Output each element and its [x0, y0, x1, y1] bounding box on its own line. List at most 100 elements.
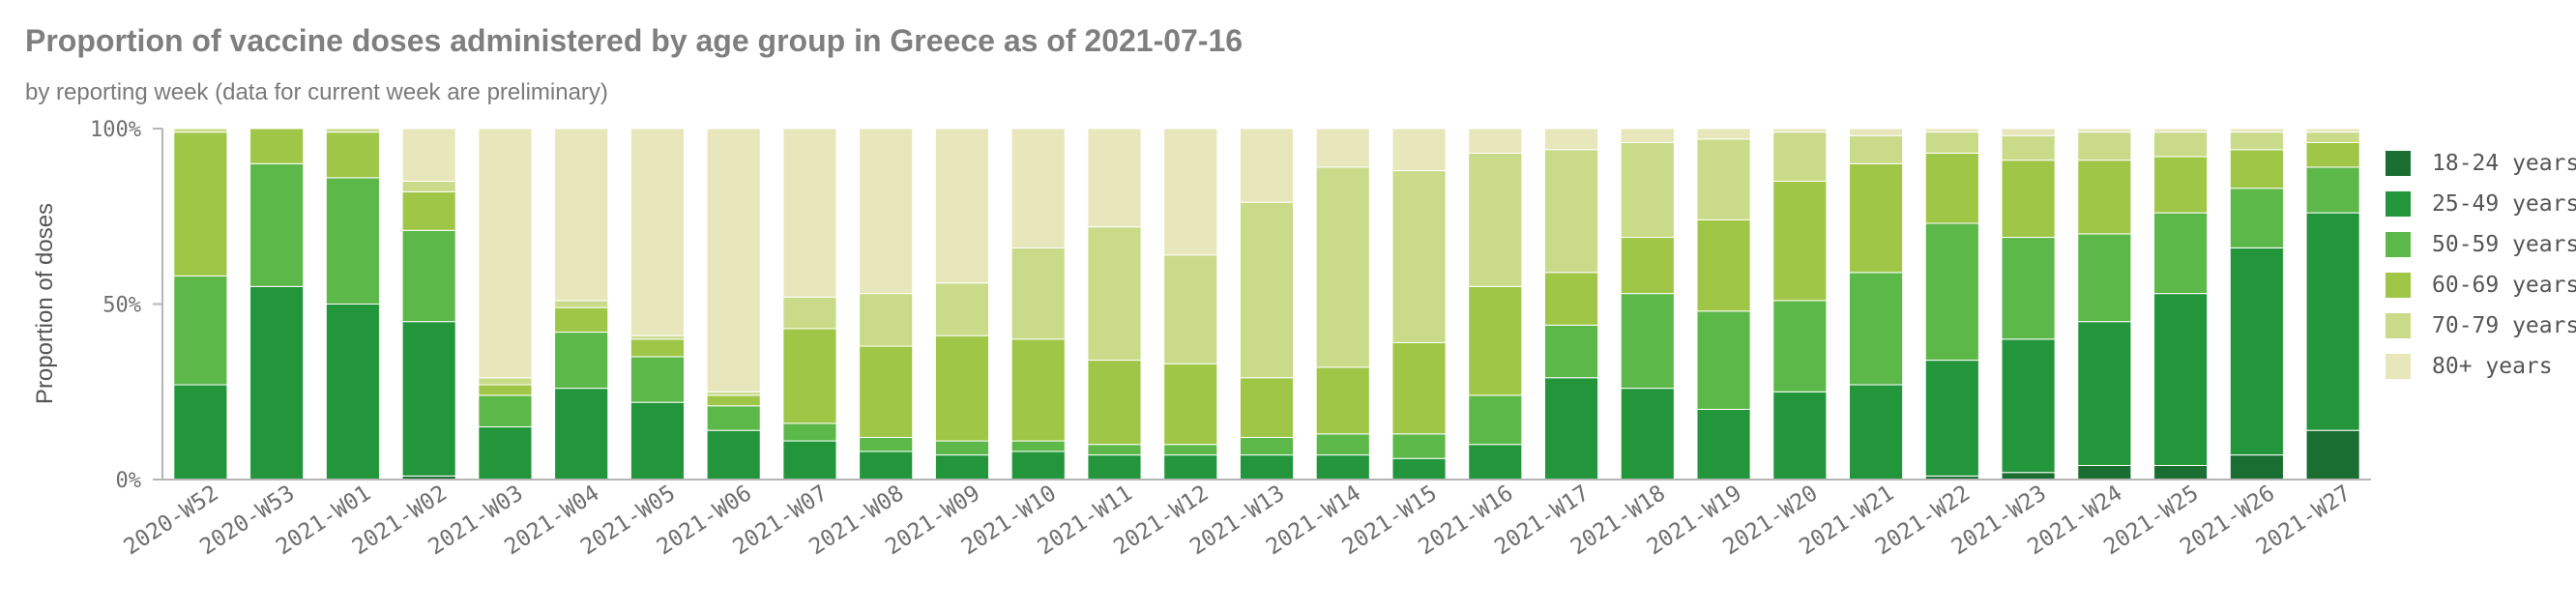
bar-segment-2021-W09-s1[interactable] — [934, 454, 990, 480]
bar-segment-2021-W02-s2[interactable] — [401, 229, 456, 323]
bar-segment-2021-W23-s3[interactable] — [2001, 160, 2056, 239]
bar-segment-2021-W14-s3[interactable] — [1315, 366, 1370, 435]
bar-segment-2021-W22-s4[interactable] — [1924, 131, 1979, 154]
bar-segment-2021-W21-s5[interactable] — [1849, 128, 1904, 136]
bar-segment-2021-W10-s2[interactable] — [1010, 440, 1066, 452]
bar-segment-2021-W11-s5[interactable] — [1087, 128, 1142, 228]
bar-segment-2021-W27-s4[interactable] — [2305, 131, 2360, 144]
bar-segment-2020-W53-s1[interactable] — [249, 285, 305, 480]
bar-segment-2020-W52-s2[interactable] — [173, 275, 228, 386]
bar-segment-2021-W21-s2[interactable] — [1849, 272, 1904, 386]
bar-segment-2021-W03-s3[interactable] — [478, 384, 533, 396]
bar-segment-2021-W08-s1[interactable] — [859, 451, 914, 480]
bar-segment-2021-W04-s2[interactable] — [554, 332, 609, 390]
bar-segment-2021-W27-s3[interactable] — [2305, 142, 2360, 168]
bar-segment-2021-W09-s5[interactable] — [934, 128, 990, 284]
bar-segment-2021-W22-s3[interactable] — [1924, 152, 1979, 224]
bar-segment-2021-W07-s1[interactable] — [782, 440, 837, 480]
bar-segment-2021-W23-s1[interactable] — [2001, 338, 2056, 474]
bar-segment-2021-W07-s2[interactable] — [782, 422, 837, 442]
bar-segment-2021-W24-s0[interactable] — [2077, 464, 2132, 480]
bar-segment-2021-W12-s3[interactable] — [1163, 363, 1218, 446]
bar-segment-2021-W06-s5[interactable] — [706, 128, 761, 393]
bar-segment-2021-W24-s2[interactable] — [2077, 233, 2132, 323]
bar-segment-2021-W20-s3[interactable] — [1772, 180, 1828, 302]
bar-segment-2021-W19-s2[interactable] — [1696, 310, 1751, 410]
bar-segment-2021-W20-s4[interactable] — [1772, 131, 1828, 182]
bar-segment-2021-W15-s3[interactable] — [1391, 341, 1447, 435]
bar-segment-2021-W06-s2[interactable] — [706, 405, 761, 431]
bar-segment-2021-W27-s5[interactable] — [2305, 128, 2360, 133]
bar-segment-2021-W26-s5[interactable] — [2229, 128, 2284, 133]
bar-segment-2021-W26-s2[interactable] — [2229, 188, 2284, 248]
bar-segment-2021-W24-s3[interactable] — [2077, 160, 2132, 235]
bar-segment-2020-W52-s4[interactable] — [173, 128, 228, 133]
bar-segment-2021-W02-s1[interactable] — [401, 321, 456, 477]
bar-segment-2021-W10-s4[interactable] — [1010, 247, 1066, 340]
bar-segment-2021-W20-s1[interactable] — [1772, 391, 1828, 480]
bar-segment-2021-W22-s1[interactable] — [1924, 360, 1979, 477]
bar-segment-2021-W15-s4[interactable] — [1391, 170, 1447, 343]
bar-segment-2021-W23-s5[interactable] — [2001, 128, 2056, 136]
bar-segment-2021-W02-s5[interactable] — [401, 128, 456, 182]
bar-segment-2021-W02-s3[interactable] — [401, 190, 456, 231]
bar-segment-2021-W25-s1[interactable] — [2153, 293, 2209, 466]
bar-segment-2021-W01-s2[interactable] — [325, 177, 380, 305]
bar-segment-2021-W26-s4[interactable] — [2229, 131, 2284, 151]
bar-segment-2021-W15-s2[interactable] — [1391, 433, 1447, 459]
bar-segment-2021-W17-s3[interactable] — [1543, 272, 1599, 326]
bar-segment-2021-W24-s5[interactable] — [2077, 128, 2132, 133]
bar-segment-2021-W12-s4[interactable] — [1163, 254, 1218, 364]
bar-segment-2021-W25-s3[interactable] — [2153, 156, 2209, 214]
bar-segment-2021-W22-s2[interactable] — [1924, 222, 1979, 362]
bar-segment-2021-W04-s5[interactable] — [554, 128, 609, 302]
bar-segment-2021-W10-s5[interactable] — [1010, 128, 1066, 248]
bar-segment-2021-W03-s4[interactable] — [478, 377, 533, 386]
bar-segment-2021-W11-s4[interactable] — [1087, 226, 1142, 362]
bar-segment-2021-W03-s1[interactable] — [478, 426, 533, 480]
bar-segment-2021-W16-s5[interactable] — [1468, 128, 1523, 154]
bar-segment-2021-W19-s5[interactable] — [1696, 128, 1751, 140]
legend-item[interactable]: 70-79 years — [2386, 306, 2576, 346]
bar-segment-2021-W26-s0[interactable] — [2229, 454, 2284, 480]
bar-segment-2021-W06-s1[interactable] — [706, 429, 761, 480]
bar-segment-2021-W04-s4[interactable] — [554, 300, 609, 308]
bar-segment-2021-W07-s3[interactable] — [782, 328, 837, 424]
bar-segment-2021-W08-s2[interactable] — [859, 436, 914, 452]
bar-segment-2021-W03-s5[interactable] — [478, 128, 533, 379]
bar-segment-2020-W52-s3[interactable] — [173, 131, 228, 276]
legend-item[interactable]: 18-24 years — [2386, 143, 2576, 184]
bar-segment-2021-W27-s1[interactable] — [2305, 212, 2360, 431]
bar-segment-2021-W25-s4[interactable] — [2153, 131, 2209, 158]
bar-segment-2021-W17-s4[interactable] — [1543, 149, 1599, 274]
bar-segment-2021-W11-s1[interactable] — [1087, 454, 1142, 480]
bar-segment-2021-W11-s2[interactable] — [1087, 444, 1142, 456]
bar-segment-2021-W23-s2[interactable] — [2001, 237, 2056, 340]
bar-segment-2021-W16-s1[interactable] — [1468, 444, 1523, 480]
bar-segment-2021-W23-s0[interactable] — [2001, 472, 2056, 480]
bar-segment-2020-W52-s1[interactable] — [173, 384, 228, 480]
legend-item[interactable]: 80+ years — [2386, 346, 2576, 387]
bar-segment-2021-W21-s4[interactable] — [1849, 134, 1904, 164]
bar-segment-2021-W20-s2[interactable] — [1772, 300, 1828, 393]
bar-segment-2021-W13-s2[interactable] — [1239, 436, 1295, 456]
bar-segment-2021-W07-s5[interactable] — [782, 128, 837, 298]
bar-segment-2021-W14-s4[interactable] — [1315, 166, 1370, 368]
bar-segment-2021-W18-s5[interactable] — [1620, 128, 1675, 144]
bar-segment-2021-W04-s3[interactable] — [554, 306, 609, 334]
bar-segment-2021-W18-s1[interactable] — [1620, 388, 1675, 480]
bar-segment-2021-W19-s4[interactable] — [1696, 138, 1751, 220]
bar-segment-2021-W19-s3[interactable] — [1696, 218, 1751, 312]
bar-segment-2021-W18-s2[interactable] — [1620, 293, 1675, 390]
bar-segment-2021-W09-s3[interactable] — [934, 335, 990, 442]
bar-segment-2021-W25-s2[interactable] — [2153, 212, 2209, 295]
bar-segment-2020-W53-s3[interactable] — [249, 128, 305, 164]
bar-segment-2021-W12-s2[interactable] — [1163, 444, 1218, 456]
bar-segment-2021-W05-s1[interactable] — [629, 401, 685, 480]
bar-segment-2021-W17-s5[interactable] — [1543, 128, 1599, 151]
bar-segment-2021-W22-s5[interactable] — [1924, 128, 1979, 133]
bar-segment-2021-W14-s5[interactable] — [1315, 128, 1370, 168]
legend-item[interactable]: 60-69 years — [2386, 265, 2576, 306]
bar-segment-2021-W27-s2[interactable] — [2305, 166, 2360, 214]
bar-segment-2021-W07-s4[interactable] — [782, 296, 837, 330]
